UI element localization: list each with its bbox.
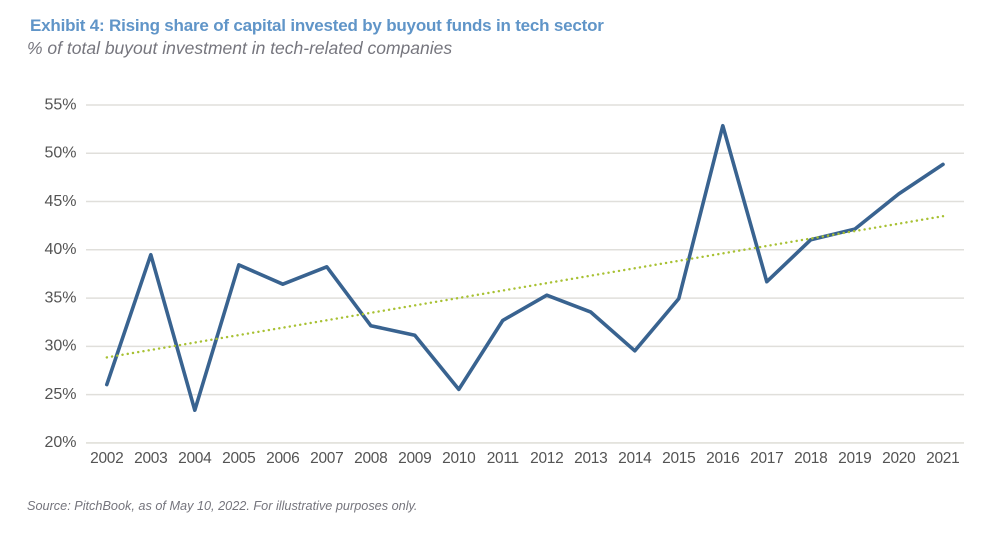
svg-text:2018: 2018 (794, 450, 827, 467)
svg-text:2019: 2019 (838, 450, 871, 467)
svg-text:2011: 2011 (487, 450, 519, 467)
svg-text:30%: 30% (44, 338, 76, 355)
svg-text:40%: 40% (44, 241, 76, 258)
svg-text:55%: 55% (44, 96, 76, 113)
svg-text:2021: 2021 (926, 450, 959, 467)
svg-text:25%: 25% (44, 386, 76, 403)
svg-text:2017: 2017 (750, 450, 783, 467)
svg-text:2002: 2002 (90, 450, 123, 467)
svg-text:2020: 2020 (882, 450, 916, 467)
svg-text:2015: 2015 (662, 450, 695, 467)
svg-text:2016: 2016 (706, 450, 739, 467)
svg-text:45%: 45% (44, 193, 76, 210)
svg-text:2012: 2012 (530, 450, 563, 467)
svg-text:2005: 2005 (222, 450, 255, 467)
svg-text:35%: 35% (44, 289, 76, 306)
svg-text:2008: 2008 (354, 450, 387, 467)
svg-text:50%: 50% (44, 145, 76, 162)
svg-text:2013: 2013 (574, 450, 607, 467)
svg-text:2007: 2007 (310, 450, 343, 467)
svg-text:2010: 2010 (442, 450, 476, 467)
svg-text:20%: 20% (44, 434, 76, 451)
svg-text:2006: 2006 (266, 450, 299, 467)
svg-text:2014: 2014 (618, 450, 652, 467)
svg-text:2003: 2003 (134, 450, 167, 467)
svg-text:2004: 2004 (178, 450, 212, 467)
svg-text:2009: 2009 (398, 450, 431, 467)
